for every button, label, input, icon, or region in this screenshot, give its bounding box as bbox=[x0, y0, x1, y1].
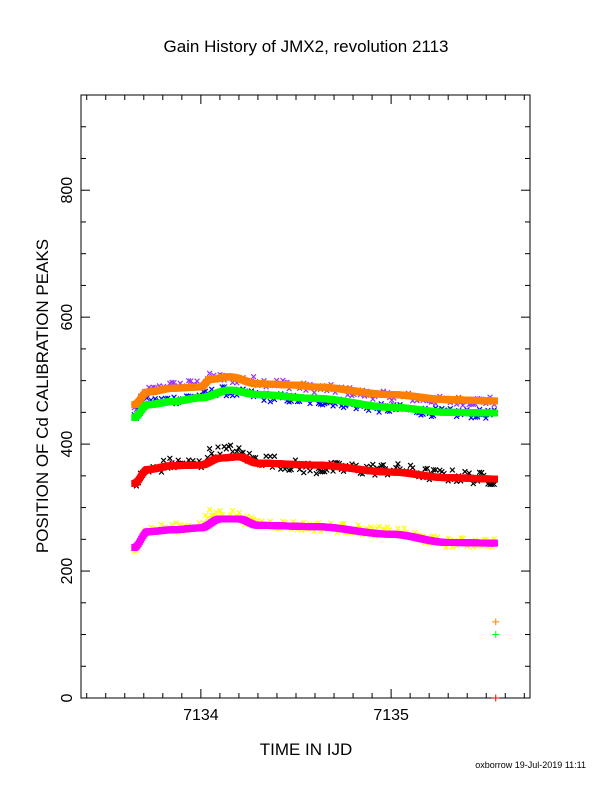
data-point bbox=[271, 453, 278, 460]
data-point bbox=[185, 378, 192, 384]
data-point bbox=[307, 467, 313, 474]
series-0 bbox=[131, 370, 498, 413]
data-point bbox=[171, 379, 177, 386]
series-7 bbox=[131, 515, 498, 552]
y-tick-label: 0 bbox=[59, 693, 76, 702]
data-point bbox=[233, 448, 240, 455]
data-point bbox=[158, 521, 165, 528]
data-point bbox=[317, 468, 324, 475]
data-point bbox=[206, 506, 213, 513]
x-tick-label: 7135 bbox=[373, 707, 409, 724]
data-point bbox=[376, 523, 382, 530]
data-point bbox=[430, 466, 437, 473]
data-point bbox=[449, 467, 456, 473]
data-point bbox=[175, 457, 182, 464]
data-point bbox=[409, 464, 416, 471]
data-point bbox=[236, 444, 242, 451]
footer-credit: oxborrow 19-Jul-2019 11:11 bbox=[475, 760, 586, 770]
data-point bbox=[194, 378, 200, 384]
data-point bbox=[267, 453, 274, 460]
data-point bbox=[313, 470, 320, 477]
data-point bbox=[300, 469, 307, 476]
data-point bbox=[489, 481, 495, 488]
data-point bbox=[491, 539, 498, 547]
data-point bbox=[491, 397, 498, 405]
data-point bbox=[311, 389, 318, 396]
data-point bbox=[229, 448, 236, 455]
data-point bbox=[169, 379, 175, 386]
outlier-point bbox=[492, 694, 500, 702]
data-point bbox=[380, 461, 387, 468]
data-point bbox=[208, 450, 215, 457]
y-tick-label: 400 bbox=[59, 431, 76, 458]
series-2 bbox=[131, 373, 498, 409]
x-axis: 7134 7135 bbox=[86, 95, 525, 724]
y-axis: 0 200 400 600 800 bbox=[59, 94, 530, 702]
x-tick-label: 7134 bbox=[183, 707, 219, 724]
data-point bbox=[250, 373, 257, 380]
data-point bbox=[261, 397, 267, 404]
data-point bbox=[160, 457, 167, 464]
x-axis-label: TIME IN IJD bbox=[260, 740, 353, 759]
y-tick-label: 200 bbox=[59, 558, 76, 585]
data-point bbox=[424, 465, 431, 472]
data-series bbox=[131, 370, 500, 702]
data-point bbox=[462, 468, 468, 475]
data-point bbox=[384, 524, 391, 530]
data-point bbox=[215, 444, 221, 450]
data-point bbox=[206, 370, 213, 377]
data-point bbox=[206, 445, 213, 452]
data-point bbox=[288, 466, 295, 473]
data-point bbox=[491, 481, 498, 488]
outlier-point bbox=[492, 631, 500, 639]
plot-frame bbox=[80, 94, 531, 699]
y-tick-label: 600 bbox=[59, 304, 76, 331]
data-point bbox=[395, 525, 401, 532]
data-point bbox=[267, 398, 274, 405]
data-point bbox=[236, 509, 242, 516]
data-point bbox=[401, 525, 408, 531]
series-5 bbox=[131, 453, 498, 487]
outlier-point bbox=[492, 618, 500, 626]
data-point bbox=[227, 442, 234, 449]
data-point bbox=[277, 466, 284, 473]
data-point bbox=[229, 507, 236, 514]
y-tick-label: 800 bbox=[59, 177, 76, 204]
data-point bbox=[491, 409, 498, 417]
data-point bbox=[167, 455, 173, 462]
y-axis-label: POSITION OF Cd CALIBRATION PEAKS bbox=[33, 239, 52, 553]
chart-title: Gain History of JMX2, revolution 2113 bbox=[163, 37, 448, 56]
data-point bbox=[217, 507, 223, 514]
series-3 bbox=[131, 386, 498, 421]
data-point bbox=[491, 475, 498, 483]
data-point bbox=[395, 461, 401, 467]
data-point bbox=[213, 509, 219, 516]
data-point bbox=[319, 468, 326, 475]
data-point bbox=[355, 522, 362, 528]
data-point bbox=[483, 415, 489, 421]
data-point bbox=[173, 520, 179, 526]
